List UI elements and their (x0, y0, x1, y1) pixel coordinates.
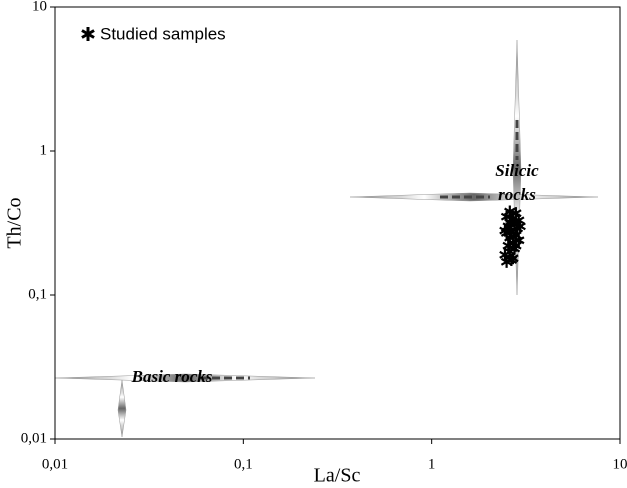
data-point (514, 220, 526, 233)
x-tick-label: 0,1 (234, 456, 253, 472)
x-axis-label: La/Sc (314, 465, 361, 487)
y-tick-label: 0,1 (28, 286, 47, 302)
x-tick-label: 1 (428, 456, 436, 472)
data-point (499, 224, 511, 237)
legend-label: Studied samples (100, 24, 226, 43)
data-point (505, 254, 518, 267)
plot-frame (54, 6, 621, 440)
y-tick-label: 1 (40, 142, 48, 158)
y-axis-label: Th/Co (4, 197, 26, 248)
x-tick-label: 0,01 (42, 456, 68, 472)
x-tick-label: 10 (613, 456, 627, 472)
annotation: rocks (498, 185, 536, 204)
annotation: Silicic (495, 161, 539, 180)
y-tick-label: 10 (32, 0, 47, 14)
y-tick-label: 0,01 (21, 430, 47, 446)
legend-marker (81, 27, 95, 41)
annotation: Basic rocks (131, 367, 213, 386)
data-point (510, 239, 522, 252)
